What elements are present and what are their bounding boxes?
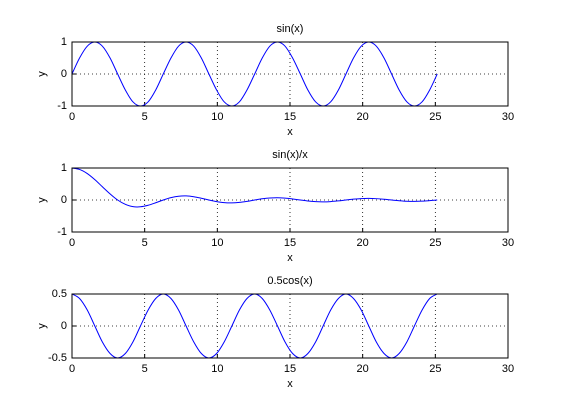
x-tick-label: 15 [284,363,296,375]
y-tick-label: 0.5 [52,288,67,300]
x-tick-label: 5 [142,237,148,249]
x-tick-label: 0 [69,111,75,123]
x-tick-label: 20 [357,363,369,375]
x-axis-label: x [287,126,293,138]
x-tick-label: 5 [142,363,148,375]
x-tick-label: 10 [211,237,223,249]
x-tick-label: 25 [429,237,441,249]
x-axis-label: x [287,378,293,390]
axes-box [71,41,509,107]
x-tick-label: 25 [429,363,441,375]
x-tick-label: 5 [142,111,148,123]
y-tick-label: 1 [61,162,67,174]
y-tick-label: 0 [61,194,67,206]
axes-box [71,293,509,359]
y-tick-label: -1 [57,226,67,238]
x-axis-label: x [287,252,293,264]
y-tick-label: -1 [57,100,67,112]
y-tick-label: 0 [61,68,67,80]
y-axis-label: y [36,197,48,203]
x-tick-label: 25 [429,111,441,123]
axes-box [71,167,509,233]
y-axis-label: y [36,323,48,329]
x-tick-label: 30 [502,363,514,375]
x-tick-label: 0 [69,237,75,249]
x-tick-label: 10 [211,363,223,375]
data-line [71,167,438,208]
y-tick-label: 0 [61,320,67,332]
x-tick-label: 15 [284,111,296,123]
x-tick-label: 0 [69,363,75,375]
chart-title: sin(x) [277,23,304,35]
y-axis-label: y [36,71,48,77]
data-line [71,41,438,107]
chart-title: 0.5cos(x) [267,275,312,287]
y-tick-label: -0.5 [48,352,67,364]
x-tick-label: 15 [284,237,296,249]
x-tick-label: 30 [502,237,514,249]
x-tick-label: 20 [357,111,369,123]
chart-title: sin(x)/x [272,149,308,161]
x-tick-label: 30 [502,111,514,123]
x-tick-label: 20 [357,237,369,249]
y-tick-label: 1 [61,36,67,48]
x-tick-label: 10 [211,111,223,123]
